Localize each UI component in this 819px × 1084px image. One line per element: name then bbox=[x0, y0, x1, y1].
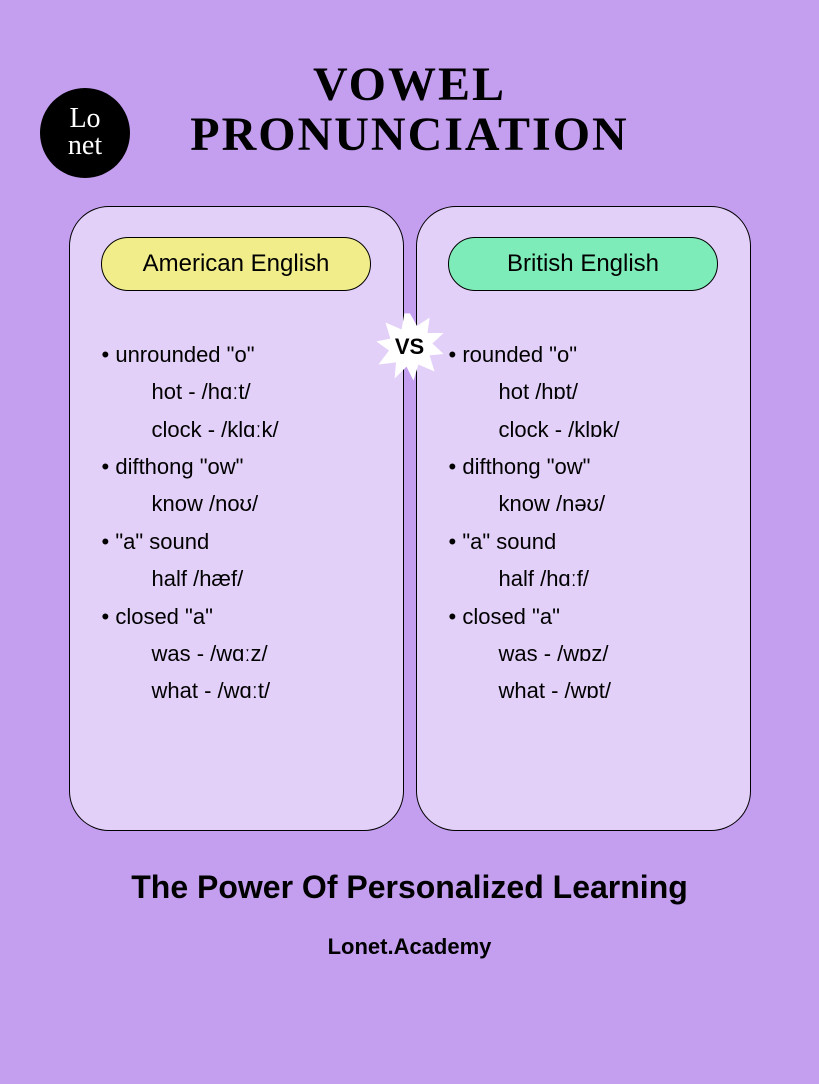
pill-british: British English bbox=[448, 237, 718, 291]
list-item-example: was - /wɒz/ bbox=[449, 635, 730, 672]
tagline: The Power Of Personalized Learning bbox=[0, 869, 819, 906]
list-item: "a" sound bbox=[102, 523, 383, 560]
list-item: difthong "ow" bbox=[449, 448, 730, 485]
list-item: "a" sound bbox=[449, 523, 730, 560]
logo-line2: net bbox=[68, 133, 102, 160]
title-line1: VOWEL bbox=[313, 58, 506, 111]
list-item: rounded "o" bbox=[449, 336, 730, 373]
list-item-example: hot /hɒt/ bbox=[449, 373, 730, 410]
list-item: unrounded "o" bbox=[102, 336, 383, 373]
brand-logo: Lo net bbox=[40, 88, 130, 178]
list-item-example: half /hæf/ bbox=[102, 560, 383, 597]
list-item-example: know /nəʊ/ bbox=[449, 485, 730, 522]
vs-label: VS bbox=[395, 334, 424, 360]
list-item-example: what - /wɑːt/ bbox=[102, 672, 383, 709]
list-item-example: half /hɑːf/ bbox=[449, 560, 730, 597]
vs-badge: VS bbox=[375, 312, 445, 382]
list-item: closed "a" bbox=[102, 598, 383, 635]
logo-line1: Lo bbox=[69, 106, 100, 133]
pill-american: American English bbox=[101, 237, 371, 291]
list-item-example: clock - /klɑːk/ bbox=[102, 411, 383, 448]
content-american: unrounded "o"hot - /hɑːt/clock - /klɑːk/… bbox=[90, 336, 383, 710]
list-item-example: clock - /klɒk/ bbox=[449, 411, 730, 448]
list-item: closed "a" bbox=[449, 598, 730, 635]
list-item-example: know /noʊ/ bbox=[102, 485, 383, 522]
brand-name: Lonet.Academy bbox=[0, 934, 819, 960]
list-item-example: hot - /hɑːt/ bbox=[102, 373, 383, 410]
card-british: British English rounded "o"hot /hɒt/cloc… bbox=[416, 206, 751, 831]
list-item-example: what - /wɒt/ bbox=[449, 672, 730, 709]
content-british: rounded "o"hot /hɒt/clock - /klɒk/diftho… bbox=[437, 336, 730, 710]
list-item-example: was - /wɑːz/ bbox=[102, 635, 383, 672]
title-line2: PRONUNCIATION bbox=[190, 108, 628, 161]
list-item: difthong "ow" bbox=[102, 448, 383, 485]
comparison-cards: American English unrounded "o"hot - /hɑː… bbox=[0, 206, 819, 831]
card-american: American English unrounded "o"hot - /hɑː… bbox=[69, 206, 404, 831]
